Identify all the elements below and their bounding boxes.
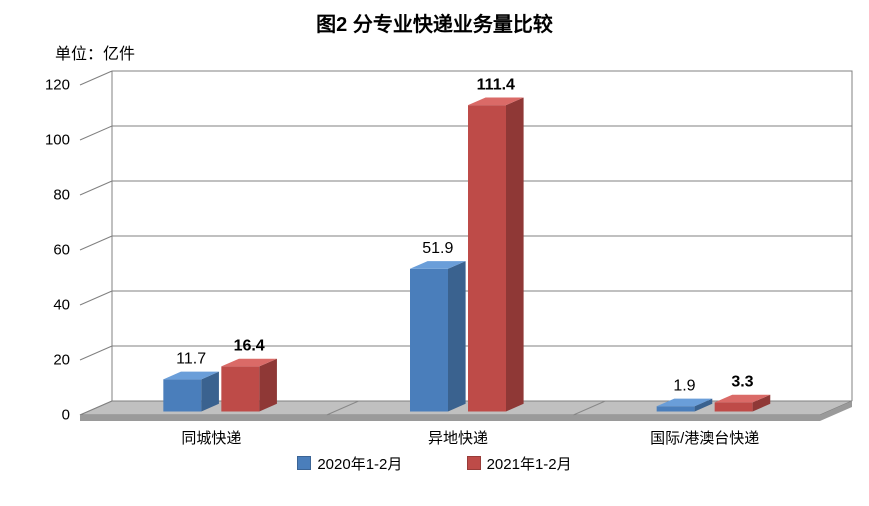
legend-label-1: 2021年1-2月 xyxy=(487,456,572,473)
bar-value-label: 11.7 xyxy=(176,351,206,368)
y-tick-label: 40 xyxy=(20,297,70,314)
bar-value-label: 51.9 xyxy=(422,240,453,257)
chart-svg: 11.716.451.9111.41.93.3 xyxy=(80,85,869,455)
y-tick-label: 120 xyxy=(20,77,70,94)
y-tick-label: 20 xyxy=(20,352,70,369)
y-tick-label: 0 xyxy=(20,407,70,424)
x-category-label: 同城快递 xyxy=(181,427,241,448)
y-tick-label: 100 xyxy=(20,132,70,149)
legend-item-0: 2020年1-2月 xyxy=(297,453,402,474)
legend-label-0: 2020年1-2月 xyxy=(317,456,402,473)
y-tick-label: 60 xyxy=(20,242,70,259)
bar-value-label: 16.4 xyxy=(234,338,265,355)
plot-area: 11.716.451.9111.41.93.3 020406080100120同… xyxy=(80,85,820,415)
x-category-label: 国际/港澳台快递 xyxy=(650,427,759,448)
legend-swatch-1 xyxy=(467,456,481,470)
bar-value-label: 1.9 xyxy=(673,378,695,395)
legend-item-1: 2021年1-2月 xyxy=(467,453,572,474)
y-tick-label: 80 xyxy=(20,187,70,204)
legend: 2020年1-2月 2021年1-2月 xyxy=(0,453,869,474)
bar-value-label: 3.3 xyxy=(731,374,753,391)
x-category-label: 异地快递 xyxy=(428,427,488,448)
bar-value-label: 111.4 xyxy=(477,76,515,93)
unit-label: 单位：亿件 xyxy=(55,40,135,64)
chart-root: 图2 分专业快递业务量比较 单位：亿件 11.7 16.4 51.9 111.4 1.9… xyxy=(0,0,869,506)
legend-swatch-0 xyxy=(297,456,311,470)
chart-title: 图2 分专业快递业务量比较 xyxy=(0,8,869,37)
